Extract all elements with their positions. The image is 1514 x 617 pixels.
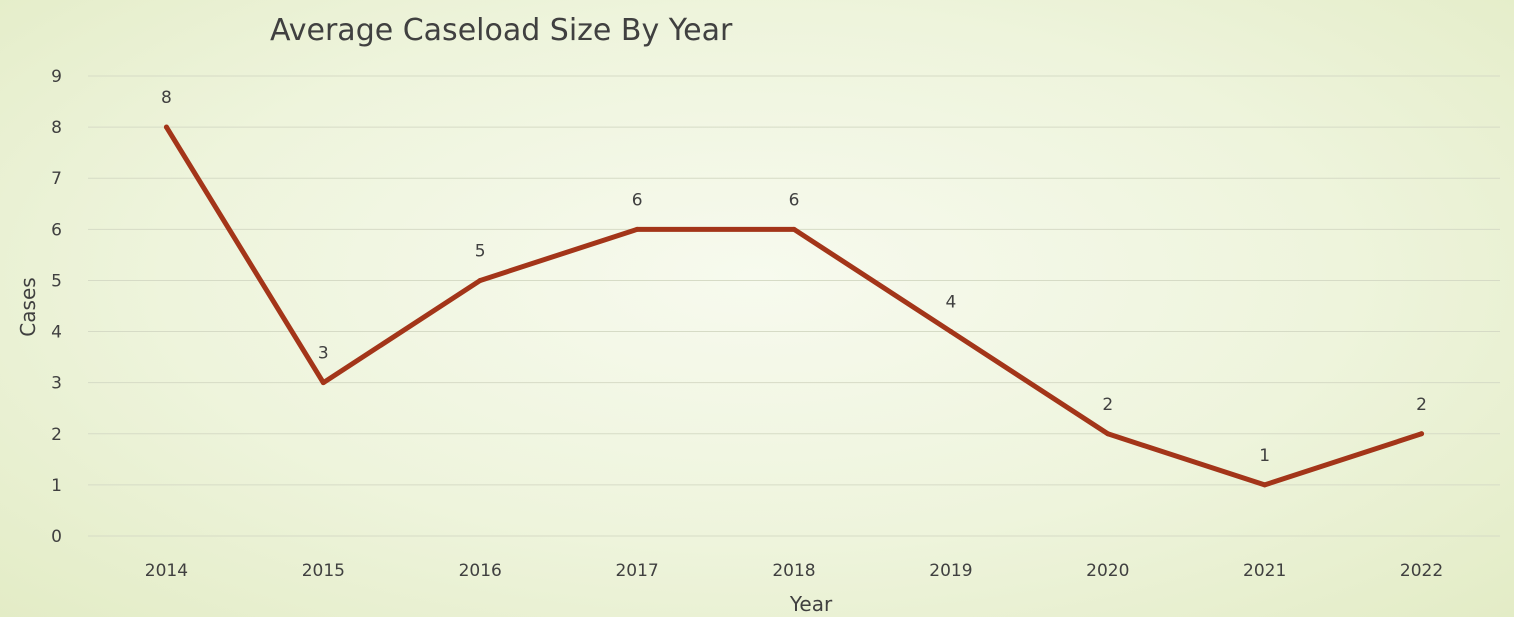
- data-point: [163, 124, 169, 130]
- y-tick-label: 4: [51, 323, 62, 343]
- y-tick-label: 1: [51, 476, 62, 496]
- data-labels: 8 3 5 6 6 4 2 1 2: [161, 88, 1427, 466]
- x-tick-label: 2022: [1400, 561, 1443, 581]
- data-label: 3: [318, 344, 329, 364]
- x-tick-label: 2015: [302, 561, 345, 581]
- data-point: [948, 329, 954, 335]
- y-tick-label: 9: [51, 67, 62, 87]
- data-label: 6: [789, 190, 800, 210]
- series-layer: [163, 124, 1425, 488]
- data-label: 6: [632, 190, 643, 210]
- data-point: [477, 277, 483, 283]
- y-tick-label: 2: [51, 425, 62, 445]
- x-tick-label: 2017: [615, 561, 658, 581]
- y-tick-label: 7: [51, 169, 62, 189]
- y-axis-title: Cases: [16, 277, 40, 336]
- x-axis-ticks: 2014 2015 2016 2017 2018 2019 2020 2021 2022: [145, 561, 1443, 581]
- y-tick-label: 5: [51, 271, 62, 291]
- data-point: [1105, 431, 1111, 437]
- y-tick-label: 8: [51, 118, 62, 138]
- data-label: 2: [1416, 395, 1427, 415]
- gridlines: [88, 75, 1500, 537]
- x-tick-label: 2018: [772, 561, 815, 581]
- chart-title: Average Caseload Size By Year: [270, 13, 733, 48]
- data-label: 1: [1259, 446, 1270, 466]
- x-tick-label: 2021: [1243, 561, 1286, 581]
- data-point: [791, 226, 797, 232]
- y-tick-label: 3: [51, 374, 62, 394]
- data-label: 2: [1102, 395, 1113, 415]
- series-line: [163, 124, 1425, 488]
- x-tick-label: 2019: [929, 561, 972, 581]
- x-axis-title: Year: [789, 592, 833, 616]
- data-label: 4: [945, 293, 956, 313]
- data-point: [634, 226, 640, 232]
- data-point: [1419, 431, 1425, 437]
- x-tick-label: 2016: [459, 561, 502, 581]
- y-axis-ticks: 0 1 2 3 4 5 6 7 8 9: [51, 67, 62, 547]
- data-point: [1262, 482, 1268, 488]
- x-tick-label: 2014: [145, 561, 188, 581]
- data-label: 8: [161, 88, 172, 108]
- x-tick-label: 2020: [1086, 561, 1129, 581]
- data-label: 5: [475, 241, 486, 261]
- data-point: [320, 380, 326, 386]
- y-tick-label: 0: [51, 527, 62, 547]
- y-tick-label: 6: [51, 220, 62, 240]
